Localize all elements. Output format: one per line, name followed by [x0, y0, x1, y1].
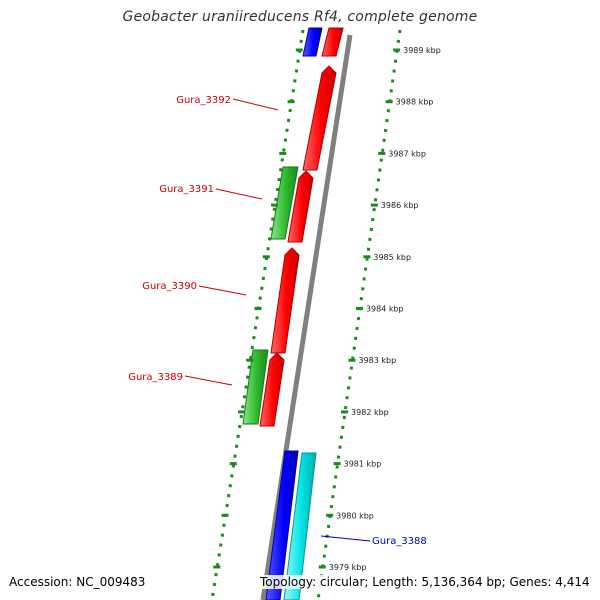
tick-label: 3979 kbp: [329, 563, 367, 572]
gene-gura-3391-partner-arrow: [287, 170, 314, 243]
gene-gura-3390-arrow: [270, 247, 300, 354]
label-leader-gura-3389: [184, 375, 233, 386]
tick-label: 3988 kbp: [396, 98, 434, 107]
label-leader-gura-3392: [232, 98, 279, 111]
gene-label-gura-3389: Gura_3389: [128, 372, 183, 383]
accession-label: Accession: NC_009483: [9, 575, 146, 589]
label-leader-gura-3388: [320, 535, 371, 542]
tick-label: 3987 kbp: [388, 149, 426, 158]
page-title: Geobacter uraniireducens Rf4, complete g…: [122, 9, 478, 25]
tick-label: 3980 kbp: [336, 511, 374, 520]
gene-gura-3389-arrow: [242, 349, 269, 425]
label-leader-gura-3391: [215, 188, 263, 200]
blue-gene-top: [302, 27, 323, 57]
cyan-gene: [283, 452, 317, 600]
tick-label: 3984 kbp: [366, 305, 404, 314]
inner-dotted-track: [210, 29, 305, 600]
gene-label-gura-3392: Gura_3392: [176, 95, 231, 106]
label-leader-gura-3390: [198, 285, 247, 296]
red-gene-top: [321, 27, 344, 57]
genome-backbone: [260, 34, 353, 600]
gene-label-gura-3388: Gura_3388: [372, 536, 427, 547]
gene-gura-3391-arrow: [270, 166, 299, 240]
gene-label-gura-3391: Gura_3391: [159, 184, 214, 195]
tick-label: 3986 kbp: [381, 201, 419, 210]
tick-label: 3981 kbp: [344, 460, 382, 469]
tick-label: 3989 kbp: [403, 46, 441, 55]
tick-label: 3982 kbp: [351, 408, 389, 417]
tick-label: 3985 kbp: [373, 253, 411, 262]
gene-gura-3392-arrow: [302, 65, 337, 171]
tick-group: 3989 kbp 3988 kbp 3987 kbp 3986 kbp 3985 kbp…: [213, 46, 441, 572]
tick-label: 3983 kbp: [358, 356, 396, 365]
genome-summary: Topology: circular; Length: 5,136,364 bp…: [260, 575, 590, 589]
gene-label-gura-3390: Gura_3390: [142, 281, 197, 292]
gene-gura-3388-arrow: [265, 450, 299, 600]
gene-gura-3389-partner-arrow: [259, 352, 285, 427]
